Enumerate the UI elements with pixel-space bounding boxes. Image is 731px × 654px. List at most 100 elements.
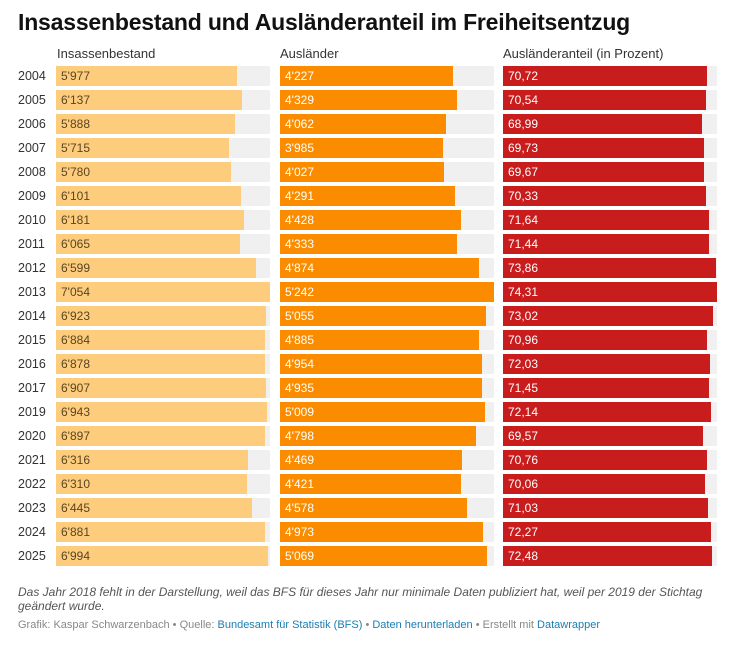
download-data-link[interactable]: Daten herunterladen — [372, 619, 473, 631]
bar-insassen — [56, 378, 266, 398]
bar-track-insassen: 6'878 — [56, 354, 270, 374]
bar-track-anteil: 72,27 — [503, 522, 717, 542]
bar-auslaender — [280, 138, 443, 158]
column-header-insassenbestand: Insassenbestand — [57, 46, 156, 61]
bar-insassen — [56, 114, 235, 134]
value-label-anteil: 72,27 — [508, 525, 539, 539]
bar-track-auslaender: 4'333 — [280, 234, 494, 254]
bar-auslaender — [280, 210, 461, 230]
value-label-insassen: 6'878 — [61, 357, 90, 371]
bar-track-insassen: 6'897 — [56, 426, 270, 446]
bar-auslaender — [280, 234, 457, 254]
value-label-insassen: 6'994 — [61, 549, 90, 563]
bar-insassen — [56, 162, 232, 182]
value-label-anteil: 69,57 — [508, 429, 539, 443]
value-label-insassen: 6'599 — [61, 261, 90, 275]
datawrapper-link[interactable]: Datawrapper — [537, 619, 600, 631]
year-label: 2012 — [18, 261, 46, 275]
bar-track-insassen: 6'923 — [56, 306, 270, 326]
bar-track-anteil: 70,33 — [503, 186, 717, 206]
value-label-insassen: 5'715 — [61, 141, 90, 155]
value-label-auslaender: 4'954 — [285, 357, 314, 371]
bar-anteil — [503, 330, 708, 350]
bar-insassen — [56, 186, 242, 206]
bar-auslaender — [280, 90, 457, 110]
bar-track-auslaender: 5'069 — [280, 546, 494, 566]
bar-insassen — [56, 210, 244, 230]
footnote: Das Jahr 2018 fehlt in der Darstellung, … — [18, 585, 703, 613]
bar-auslaender — [280, 378, 482, 398]
value-label-insassen: 6'923 — [61, 309, 90, 323]
bar-auslaender — [280, 402, 485, 422]
bar-track-insassen: 6'065 — [56, 234, 270, 254]
value-label-auslaender: 4'885 — [285, 333, 314, 347]
bar-track-auslaender: 4'227 — [280, 66, 494, 86]
column-header-auslaenderanteil: Ausländeranteil (in Prozent) — [503, 46, 664, 61]
bar-track-auslaender: 3'985 — [280, 138, 494, 158]
value-label-anteil: 74,31 — [508, 285, 539, 299]
bar-track-auslaender: 4'798 — [280, 426, 494, 446]
bar-anteil — [503, 66, 707, 86]
value-label-anteil: 73,02 — [508, 309, 539, 323]
value-label-insassen: 6'884 — [61, 333, 90, 347]
value-label-auslaender: 4'874 — [285, 261, 314, 275]
bar-track-auslaender: 4'421 — [280, 474, 494, 494]
bar-track-auslaender: 4'027 — [280, 162, 494, 182]
bar-track-anteil: 70,54 — [503, 90, 717, 110]
bar-auslaender — [280, 66, 453, 86]
value-label-anteil: 70,72 — [508, 69, 539, 83]
bar-anteil — [503, 450, 707, 470]
value-label-auslaender: 4'469 — [285, 453, 314, 467]
value-label-anteil: 72,03 — [508, 357, 539, 371]
value-label-auslaender: 4'062 — [285, 117, 314, 131]
bar-auslaender — [280, 186, 456, 206]
value-label-auslaender: 4'578 — [285, 501, 314, 515]
bar-track-anteil: 68,99 — [503, 114, 717, 134]
bar-anteil — [503, 282, 717, 302]
year-label: 2010 — [18, 213, 46, 227]
bar-anteil — [503, 522, 712, 542]
bar-anteil — [503, 162, 704, 182]
bar-track-auslaender: 4'954 — [280, 354, 494, 374]
year-label: 2011 — [18, 237, 45, 251]
bar-track-insassen: 6'310 — [56, 474, 270, 494]
year-label: 2022 — [18, 477, 46, 491]
value-label-insassen: 5'780 — [61, 165, 90, 179]
bar-track-auslaender: 4'291 — [280, 186, 494, 206]
chart-title: Insassenbestand und Ausländeranteil im F… — [18, 9, 631, 35]
value-label-insassen: 7'054 — [61, 285, 90, 299]
year-label: 2004 — [18, 69, 46, 83]
bar-insassen — [56, 330, 265, 350]
bar-insassen — [56, 138, 230, 158]
year-label: 2015 — [18, 333, 46, 347]
bar-auslaender — [280, 450, 463, 470]
source-link[interactable]: Bundesamt für Statistik (BFS) — [217, 619, 363, 631]
year-label: 2023 — [18, 501, 46, 515]
value-label-insassen: 6'181 — [61, 213, 90, 227]
bar-track-anteil: 72,48 — [503, 546, 717, 566]
bar-insassen — [56, 354, 265, 374]
bar-insassen — [56, 546, 269, 566]
bar-anteil — [503, 402, 711, 422]
bar-track-anteil: 70,76 — [503, 450, 717, 470]
bar-insassen — [56, 426, 266, 446]
bar-track-anteil: 70,06 — [503, 474, 717, 494]
bar-insassen — [56, 66, 238, 86]
year-label: 2007 — [18, 141, 46, 155]
value-label-anteil: 68,99 — [508, 117, 539, 131]
bar-track-insassen: 5'977 — [56, 66, 270, 86]
bar-track-anteil: 71,03 — [503, 498, 717, 518]
value-label-auslaender: 5'069 — [285, 549, 314, 563]
bar-insassen — [56, 90, 243, 110]
value-label-anteil: 72,14 — [508, 405, 539, 419]
bar-track-auslaender: 4'874 — [280, 258, 494, 278]
value-label-auslaender: 4'798 — [285, 429, 314, 443]
value-label-insassen: 5'888 — [61, 117, 90, 131]
value-label-auslaender: 4'333 — [285, 237, 314, 251]
bar-anteil — [503, 258, 716, 278]
value-label-auslaender: 4'935 — [285, 381, 314, 395]
value-label-insassen: 6'445 — [61, 501, 90, 515]
value-label-auslaender: 4'227 — [285, 69, 314, 83]
bar-track-insassen: 6'137 — [56, 90, 270, 110]
value-label-anteil: 70,96 — [508, 333, 539, 347]
